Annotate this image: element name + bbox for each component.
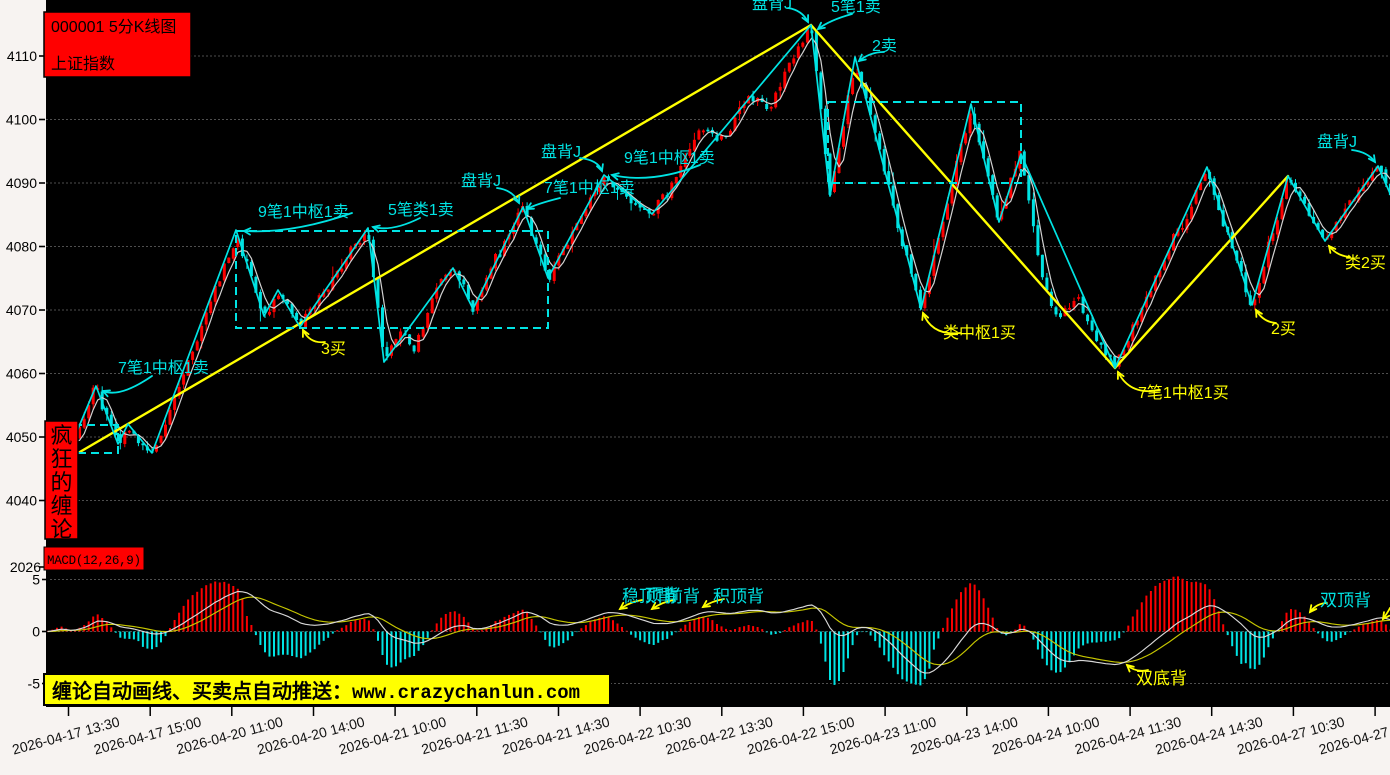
svg-text:稳顶背: 稳顶背 [622, 587, 673, 606]
svg-text:盘背J: 盘背J [752, 0, 792, 13]
svg-text:盘背J: 盘背J [461, 171, 501, 190]
svg-text:3买: 3买 [321, 340, 346, 358]
svg-text:类中枢1买: 类中枢1买 [943, 324, 1016, 342]
svg-text:缠: 缠 [50, 494, 72, 519]
svg-text:2026: 2026 [10, 559, 41, 575]
svg-text:7笔1中枢1卖: 7笔1中枢1卖 [544, 179, 635, 197]
svg-text:积顶背: 积顶背 [713, 587, 764, 606]
svg-text:盘背J: 盘背J [1317, 132, 1357, 151]
svg-text:9笔1中枢1卖: 9笔1中枢1卖 [258, 203, 349, 221]
svg-text:4110: 4110 [7, 48, 37, 64]
svg-text:7笔1中枢1买: 7笔1中枢1买 [1138, 384, 1229, 402]
svg-text:4080: 4080 [6, 239, 37, 255]
svg-text:4040: 4040 [6, 493, 37, 509]
svg-text:9笔1中枢1卖: 9笔1中枢1卖 [624, 149, 715, 167]
svg-text:7笔1中枢1卖: 7笔1中枢1卖 [118, 359, 209, 377]
svg-text:4050: 4050 [6, 429, 37, 445]
svg-text:5笔类1卖: 5笔类1卖 [388, 201, 454, 219]
svg-text:的: 的 [50, 470, 72, 495]
svg-text:0: 0 [32, 624, 40, 640]
svg-text:顶背: 顶背 [645, 586, 679, 605]
svg-text:5笔1卖: 5笔1卖 [831, 0, 881, 16]
svg-text:双顶背: 双顶背 [1320, 591, 1371, 610]
svg-text:疯: 疯 [50, 423, 72, 448]
svg-text:2卖: 2卖 [872, 37, 897, 55]
svg-text:2买: 2买 [1271, 320, 1296, 338]
svg-text:前背: 前背 [666, 587, 700, 606]
svg-text:4060: 4060 [6, 366, 37, 382]
svg-text:-5: -5 [28, 676, 41, 692]
svg-text:狂: 狂 [50, 447, 72, 472]
svg-text:5: 5 [32, 572, 40, 588]
svg-text:4090: 4090 [6, 175, 37, 191]
svg-text:论: 论 [50, 517, 72, 542]
svg-text:上证指数: 上证指数 [51, 55, 115, 73]
svg-text:盘背J: 盘背J [541, 142, 581, 161]
svg-text:缠论自动画线、买卖点自动推送：www.crazychanlu: 缠论自动画线、买卖点自动推送：www.crazychanlun.com [52, 679, 580, 704]
svg-text:4070: 4070 [6, 302, 37, 318]
svg-text:4100: 4100 [6, 112, 37, 128]
svg-text:双底背: 双底背 [1136, 669, 1187, 688]
svg-text:000001 5分K线图: 000001 5分K线图 [51, 18, 176, 36]
svg-text:MACD(12,26,9): MACD(12,26,9) [47, 554, 141, 568]
svg-text:类2买: 类2买 [1345, 254, 1386, 272]
